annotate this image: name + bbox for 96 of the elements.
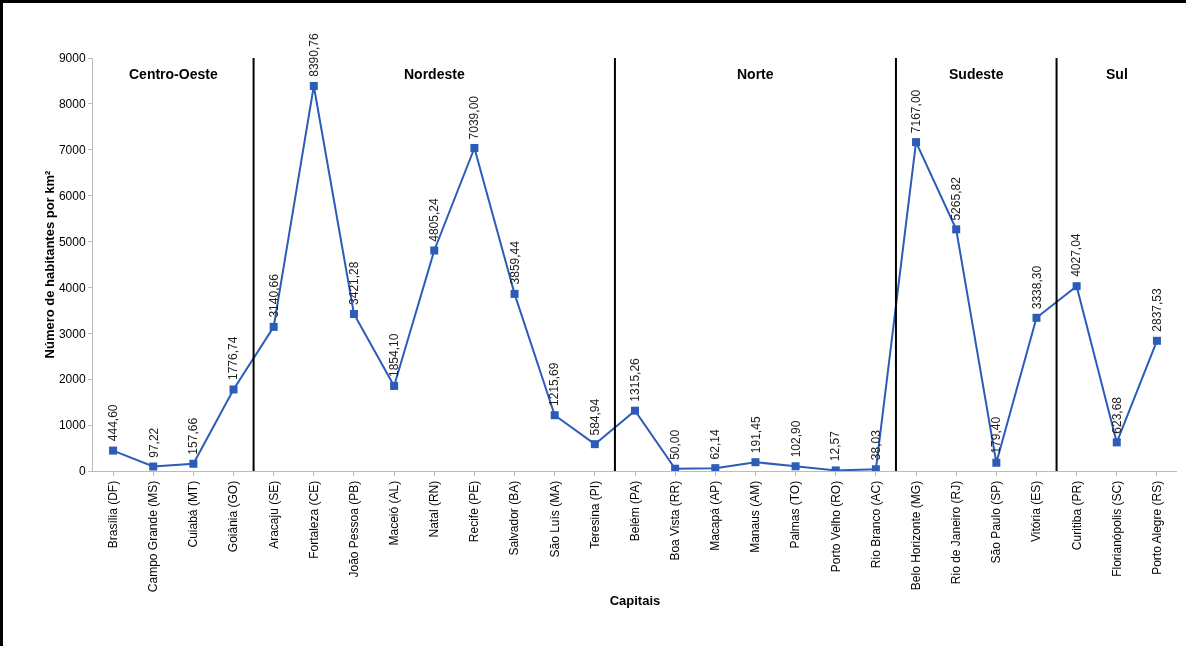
data-label: 8390,76	[306, 33, 321, 77]
point	[590, 440, 599, 449]
point	[189, 459, 198, 468]
y-tick-label: 5000	[58, 234, 86, 249]
annotation: Norte	[737, 66, 774, 82]
point	[671, 464, 680, 471]
x-tick-label: Aracaju (SE)	[266, 480, 281, 549]
x-tick-label: Recife (PE)	[467, 480, 482, 543]
x-tick-label: São Luís (MA)	[547, 480, 562, 558]
point	[309, 81, 318, 90]
data-label: 3338,30	[1029, 265, 1044, 310]
x-tick-label: Manaus (AM)	[748, 480, 763, 553]
point	[109, 446, 118, 455]
point	[952, 225, 961, 234]
annotation: Sul	[1106, 66, 1128, 82]
x-tick-label: Rio de Janeiro (RJ)	[949, 480, 964, 585]
point	[510, 289, 519, 298]
x-tick-label: João Pessoa (PB)	[346, 480, 361, 578]
x-tick-label: Porto Velho (RO)	[828, 480, 843, 573]
y-tick-label: 3000	[58, 326, 86, 341]
point	[229, 385, 238, 394]
x-tick-label: Fortaleza (CE)	[306, 480, 321, 559]
x-tick-label: Vitória (ES)	[1029, 480, 1044, 542]
x-tick-label: Natal (RN)	[427, 480, 442, 538]
data-label: 38,03	[868, 429, 883, 461]
point	[470, 143, 479, 152]
y-tick-label: 7000	[58, 142, 86, 157]
point	[631, 406, 639, 415]
x-tick-label: Florianópolis (SC)	[1109, 480, 1124, 577]
point	[912, 138, 921, 147]
data-label: 97,22	[146, 427, 161, 458]
x-tick-label: Salvador (BA)	[507, 480, 522, 556]
point	[550, 411, 559, 420]
point	[1112, 438, 1121, 447]
point	[791, 462, 800, 471]
data-label: 1215,69	[547, 362, 562, 406]
data-label: 7167,00	[908, 89, 923, 134]
x-tick-label: Goiânia (GO)	[226, 480, 241, 553]
point	[269, 322, 278, 331]
data-label: 4027,04	[1069, 233, 1084, 277]
point	[390, 381, 399, 390]
y-tick-label: 9000	[58, 51, 86, 66]
y-tick-label: 6000	[58, 188, 86, 203]
point	[149, 462, 158, 471]
data-label: 584,94	[588, 398, 603, 436]
annotation: Sudeste	[949, 66, 1004, 82]
point	[1072, 282, 1081, 291]
point	[430, 246, 439, 255]
x-tick-label: Campo Grande (MS)	[146, 480, 161, 593]
x-tick-label: Curitiba (PR)	[1069, 480, 1084, 551]
data-label: 3140,66	[266, 273, 281, 318]
data-label: 3859,44	[507, 240, 522, 285]
x-tick-label: Porto Alegre (RS)	[1149, 480, 1164, 575]
data-label: 179,40	[989, 416, 1004, 454]
point	[1032, 313, 1041, 322]
x-tick-label: Boa Vista (RR)	[668, 480, 683, 561]
data-label: 102,90	[788, 420, 803, 458]
data-label: 1854,10	[387, 333, 402, 378]
x-tick-label: Palmas (TO)	[788, 480, 803, 549]
x-tick-label: Teresina (PI)	[587, 480, 602, 549]
point	[992, 458, 1001, 467]
data-label: 1315,26	[628, 357, 643, 402]
y-tick-label: 1000	[58, 418, 86, 433]
y-tick-label: 0	[78, 464, 86, 479]
data-label: 2837,53	[1150, 288, 1165, 332]
x-tick-label: São Paulo (SP)	[989, 480, 1004, 564]
data-label: 12,57	[828, 430, 843, 462]
data-label: 5265,82	[948, 176, 963, 221]
data-label: 50,00	[668, 429, 683, 460]
x-tick-label: Rio Branco (AC)	[868, 480, 883, 569]
point	[1152, 336, 1161, 345]
annotation: Nordeste	[404, 66, 465, 82]
y-axis-title: Número de habitantes por km²	[41, 169, 57, 359]
x-axis-title: Capitais	[609, 592, 661, 608]
x-tick-label: Maceió (AL)	[387, 480, 402, 546]
data-label: 1776,74	[226, 336, 241, 380]
y-tick-label: 8000	[58, 97, 86, 112]
data-label: 444,60	[105, 404, 120, 442]
annotation: Centro-Oeste	[129, 66, 218, 82]
y-tick-label: 4000	[58, 280, 86, 295]
point	[349, 310, 358, 318]
x-tick-label: Macapá (AP)	[708, 480, 723, 551]
data-label: 157,66	[186, 417, 201, 455]
x-tick-label: Cuiabá (MT)	[186, 480, 201, 548]
point	[751, 458, 760, 467]
data-label: 4805,24	[426, 198, 441, 242]
data-label: 191,45	[748, 416, 763, 454]
data-label: 62,14	[708, 429, 723, 460]
x-tick-label: Belo Horizonte (MG)	[908, 480, 923, 591]
point	[711, 464, 720, 471]
data-label: 3421,28	[346, 261, 361, 305]
y-tick-label: 2000	[58, 372, 86, 387]
x-tick-label: Belém (PA)	[627, 480, 642, 542]
data-label: 623,68	[1109, 396, 1124, 434]
x-tick-label: Brasília (DF)	[105, 480, 120, 549]
data-label: 7039,00	[467, 95, 482, 140]
